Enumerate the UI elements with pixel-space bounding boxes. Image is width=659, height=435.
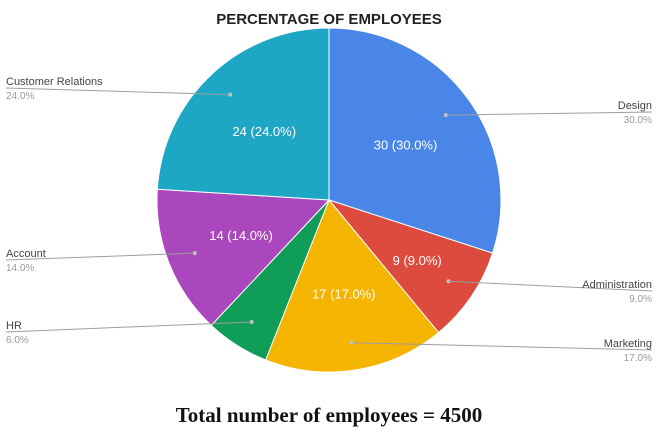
slice-design — [328, 27, 502, 254]
outer-label-account: Account — [6, 248, 46, 260]
leader-line-administration — [448, 280, 653, 292]
slice-label-account: 14 (14.0%) — [209, 228, 273, 243]
slice-label-design: 30 (30.0%) — [374, 137, 438, 152]
slice-label-administration: 9 (9.0%) — [393, 253, 442, 268]
slice-account — [156, 188, 331, 327]
outer-percent-administration: 9.0% — [629, 294, 652, 305]
outer-percent-hr: 6.0% — [6, 335, 29, 346]
outer-label-design: Design — [618, 100, 652, 112]
chart-title: PERCENTAGE OF EMPLOYEES — [216, 11, 442, 28]
outer-percent-customer-relations: 24.0% — [6, 91, 34, 102]
leader-line-customer-relations — [5, 87, 231, 96]
outer-percent-marketing: 17.0% — [624, 353, 652, 364]
leader-lines — [5, 87, 653, 351]
slice-customer-relations — [156, 27, 330, 201]
outer-percent-account: 14.0% — [6, 263, 34, 274]
slice-label-marketing: 17 (17.0%) — [312, 286, 376, 301]
pie-slices — [156, 27, 502, 373]
slice-marketing — [265, 199, 440, 373]
total-employees-text: Total number of employees = 4500 — [176, 403, 483, 427]
slice-administration — [327, 198, 494, 334]
leader-line-hr — [5, 321, 252, 333]
leader-line-account — [5, 252, 195, 261]
outer-percent-design: 30.0% — [624, 115, 652, 126]
slice-labels: 30 (30.0%) 9 (9.0%) 17 (17.0%) 14 (14.0%) 24… — [209, 124, 442, 301]
leader-line-design — [445, 111, 653, 116]
outer-label-marketing: Marketing — [604, 338, 652, 350]
slice-label-customer-relations: 24 (24.0%) — [232, 124, 296, 139]
outer-labels: Design 30.0% Administration 9.0% Marketing 17… — [6, 76, 652, 364]
outer-label-administration: Administration — [582, 279, 652, 291]
outer-label-customer-relations: Customer Relations — [6, 76, 103, 88]
outer-label-hr: HR — [6, 320, 22, 332]
leader-line-marketing — [351, 342, 653, 351]
